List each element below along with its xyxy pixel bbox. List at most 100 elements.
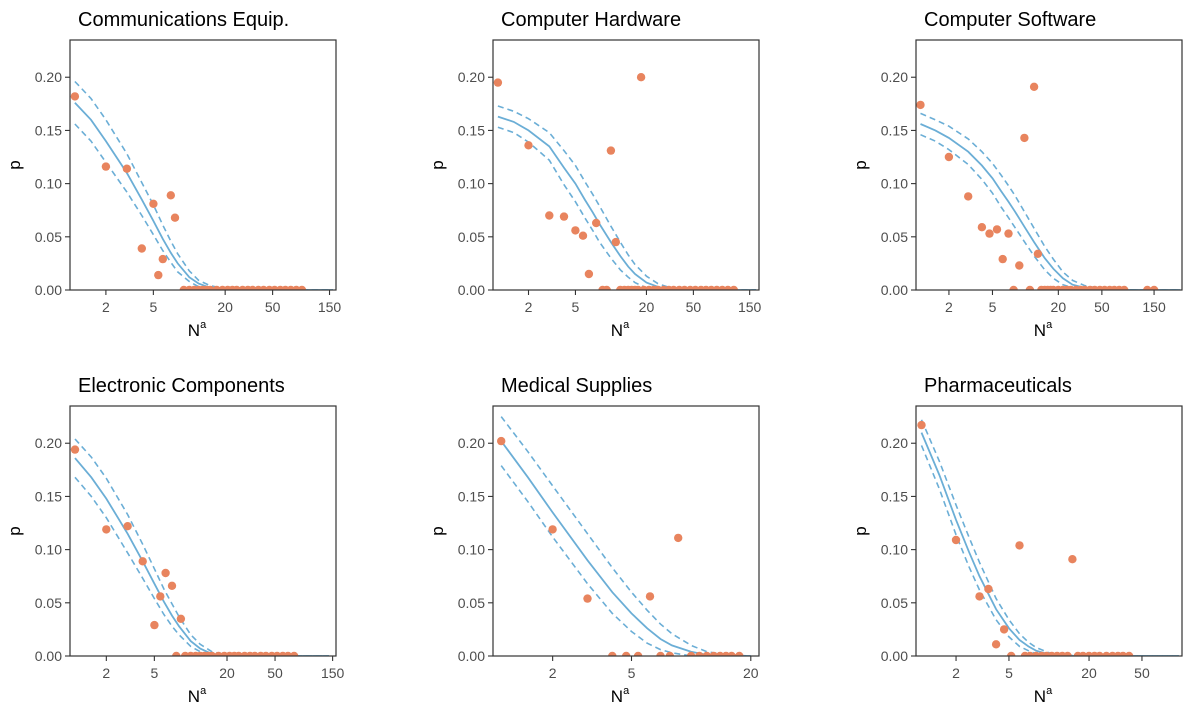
band-lower-line: [74, 123, 333, 290]
data-point: [297, 285, 307, 290]
fit-line: [500, 440, 751, 656]
data-point: [695, 651, 704, 656]
y-tick-label: 0.20: [458, 69, 485, 85]
y-tick-label: 0.05: [458, 595, 485, 611]
band-upper-line: [920, 419, 1179, 656]
data-point: [545, 211, 554, 220]
data-point: [656, 651, 665, 656]
y-tick-label: 0.15: [35, 122, 62, 138]
y-tick-label: 0.20: [881, 435, 908, 451]
x-tick-label: 150: [318, 299, 342, 315]
data-point: [123, 522, 132, 531]
data-point: [674, 533, 683, 543]
data-point: [729, 285, 738, 290]
data-point: [1143, 285, 1152, 290]
data-point: [166, 191, 175, 200]
y-tick-label: 0.10: [881, 542, 908, 558]
data-point: [984, 584, 993, 594]
x-tick-label: 150: [321, 665, 345, 681]
data-point: [524, 141, 533, 150]
data-point: [150, 620, 159, 630]
x-tick-label: 50: [265, 299, 281, 315]
data-point: [137, 244, 146, 253]
data-point: [70, 445, 80, 454]
y-tick-label: 0.00: [458, 282, 485, 298]
x-tick-label: 150: [1142, 299, 1166, 315]
band-upper-line: [74, 438, 329, 656]
fit-line: [74, 457, 329, 656]
data-point: [70, 92, 80, 101]
panel-border: [492, 39, 760, 291]
data-point: [592, 218, 601, 228]
y-tick-label: 0.15: [35, 488, 62, 504]
y-axis-label: p: [5, 526, 24, 535]
x-axis-label: Na: [611, 685, 630, 706]
data-point: [548, 525, 557, 534]
panel-4: Electronic Components 0.00 0.05 0.10 0.15 0.2…: [5, 375, 345, 706]
data-point: [917, 420, 926, 430]
data-point: [1149, 285, 1159, 290]
plot-area: [70, 80, 333, 290]
data-point: [977, 223, 987, 232]
panel-6: Pharmaceuticals 0.00 0.05 0.10 0.15 0.20 2 5 20 5…: [851, 375, 1183, 706]
data-point: [1120, 285, 1129, 290]
data-point: [1124, 651, 1134, 656]
plot-area: [493, 73, 757, 290]
x-axis-label: Na: [1034, 319, 1053, 340]
y-tick-label: 0.05: [881, 595, 908, 611]
data-point: [584, 269, 594, 279]
data-point: [1020, 133, 1029, 143]
x-tick-label: 50: [1094, 299, 1110, 315]
data-point: [493, 78, 503, 87]
x-tick-label: 5: [150, 665, 158, 681]
data-point: [916, 100, 925, 110]
data-point: [289, 651, 299, 656]
y-tick-label: 0.20: [458, 435, 485, 451]
y-tick-label: 0.10: [458, 542, 485, 558]
data-point: [571, 226, 580, 235]
y-tick-label: 0.15: [881, 122, 908, 138]
plot-area: [70, 438, 329, 656]
panel-border: [915, 39, 1183, 291]
data-point: [1009, 285, 1018, 290]
x-tick-label: 20: [1051, 299, 1067, 315]
data-point: [149, 199, 158, 208]
data-point: [608, 651, 617, 656]
x-axis-label: Na: [611, 319, 630, 340]
data-point: [206, 285, 215, 290]
data-point: [633, 651, 643, 656]
x-tick-label: 20: [743, 665, 759, 681]
x-tick-label: 5: [628, 665, 636, 681]
data-point: [951, 535, 961, 545]
data-point: [975, 592, 984, 601]
data-point: [1025, 285, 1035, 290]
data-point: [735, 651, 744, 656]
data-point: [559, 212, 569, 221]
data-point: [1015, 541, 1024, 550]
panel-border: [915, 405, 1183, 657]
band-upper-line: [920, 112, 1181, 290]
band-lower-line: [500, 465, 751, 656]
data-point: [985, 229, 994, 238]
y-tick-label: 0.15: [458, 122, 485, 138]
x-tick-label: 50: [1134, 665, 1150, 681]
x-tick-label: 20: [639, 299, 655, 315]
fit-line: [920, 123, 1181, 290]
panel-title: Pharmaceuticals: [924, 375, 1072, 397]
data-point: [606, 146, 616, 155]
band-upper-line: [74, 80, 333, 290]
plot-area: [497, 416, 751, 656]
panel-5: Medical Supplies 0.00 0.05 0.10 0.15 0.20 2 5 20…: [428, 375, 760, 706]
panel-title: Computer Hardware: [501, 9, 681, 31]
y-tick-label: 0.05: [35, 595, 62, 611]
fit-line: [920, 432, 1179, 656]
y-tick-label: 0.00: [35, 648, 62, 664]
x-tick-label: 5: [149, 299, 157, 315]
x-tick-label: 20: [1081, 665, 1097, 681]
y-tick-label: 0.20: [35, 69, 62, 85]
x-axis-label: Na: [188, 319, 207, 340]
x-tick-label: 2: [525, 299, 533, 315]
y-tick-label: 0.20: [35, 435, 62, 451]
data-point: [665, 651, 674, 656]
panel-title: Communications Equip.: [78, 9, 289, 31]
